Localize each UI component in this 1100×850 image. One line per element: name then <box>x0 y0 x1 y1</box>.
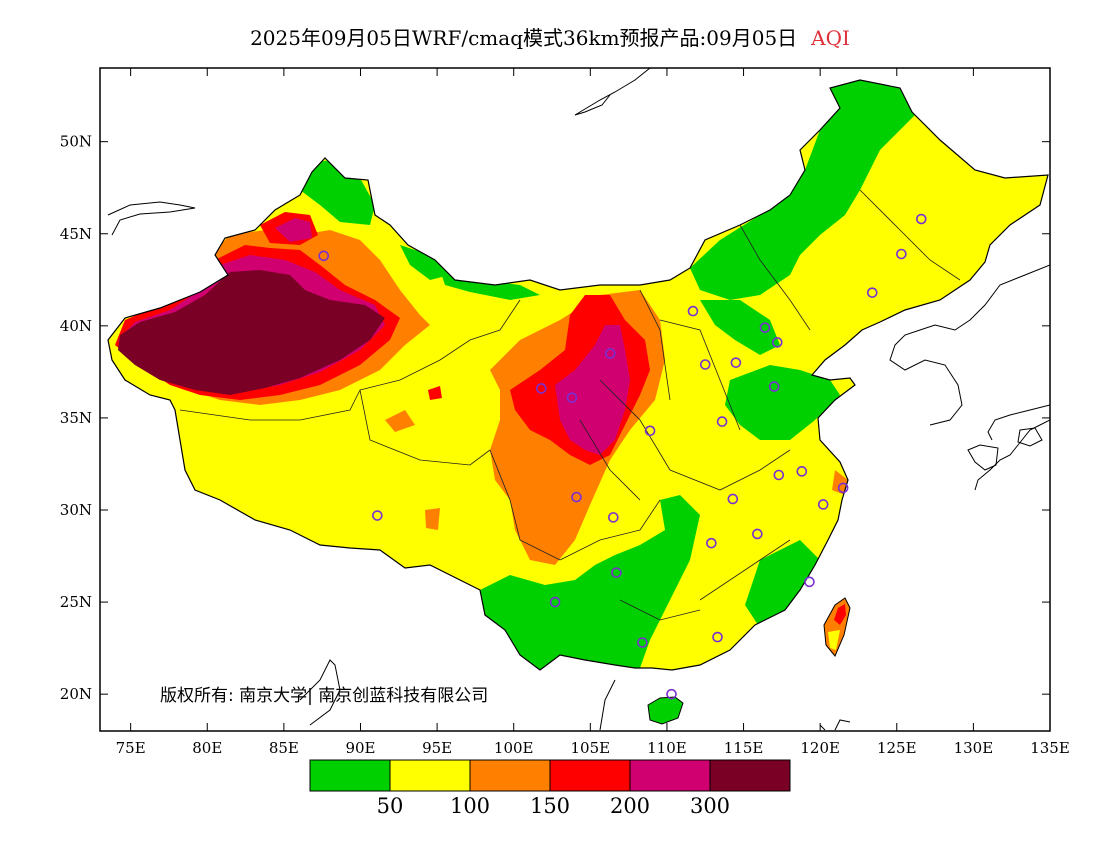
station-marker <box>759 322 771 333</box>
plot-frame <box>99 67 1051 732</box>
title-main: 2025年09月05日WRF/cmaq模式36km预报产品:09月05日 <box>250 26 798 50</box>
aqi-band-green-northeast <box>690 80 915 300</box>
aqi-legend: 50 100 150 200 300 <box>309 759 791 818</box>
legend-label: 150 <box>530 794 570 818</box>
aqi-band-green-shandong <box>725 365 840 440</box>
station-marker <box>608 512 619 523</box>
lat-tick-label: 30N <box>60 501 92 519</box>
latitude-axis: 20N 25N 30N 35N 40N 45N 50N <box>60 133 1050 703</box>
lat-tick-label: 45N <box>60 225 92 243</box>
lat-tick-label: 40N <box>60 317 92 335</box>
title-variable: AQI <box>811 26 850 50</box>
longitude-axis: 75E 80E 85E 90E 95E 100E 105E 110E 115E 120E 125E 1… <box>116 68 1070 757</box>
legend-swatch <box>309 759 391 792</box>
lon-tick-label: 130E <box>954 739 994 757</box>
aqi-band-orange-coast <box>832 470 848 495</box>
aqi-band-green-southeast <box>745 540 820 628</box>
station-marker <box>773 469 785 481</box>
legend-label: 300 <box>690 794 730 818</box>
station-marker <box>804 576 815 588</box>
legend-swatch <box>469 759 551 792</box>
neighbor-outlines <box>107 68 1050 731</box>
map-title: 2025年09月05日WRF/cmaq模式36km预报产品:09月05日 AQI <box>0 22 1100 51</box>
map-plot-area <box>100 68 1050 731</box>
copyright-text: 版权所有: 南京大学| 南京创蓝科技有限公司 <box>160 686 489 706</box>
lon-tick-label: 115E <box>724 739 764 757</box>
station-marker <box>611 567 622 578</box>
legend-label: 100 <box>450 794 490 818</box>
station-marker <box>896 248 907 260</box>
station-marker <box>727 493 739 505</box>
station-marker <box>637 637 648 648</box>
lat-tick-label: 35N <box>60 409 92 427</box>
station-marker <box>752 528 763 540</box>
station-marker <box>372 510 383 521</box>
aqi-band-green-south <box>480 495 700 670</box>
station-marker <box>817 499 829 510</box>
taiwan-south <box>828 630 840 650</box>
province-boundaries <box>179 189 961 621</box>
aqi-band-magenta-north <box>275 218 312 242</box>
station-marker <box>566 392 578 403</box>
lon-tick-label: 105E <box>571 739 611 757</box>
lat-tick-label: 50N <box>60 133 92 151</box>
station-marker <box>837 482 849 494</box>
lat-tick-label: 25N <box>60 593 92 611</box>
lon-tick-label: 135E <box>1030 739 1070 757</box>
aqi-band-green-hebei <box>700 300 780 355</box>
aqi-band-orange-patch-1 <box>385 410 415 432</box>
station-marker <box>687 305 699 317</box>
station-marker <box>771 337 783 348</box>
aqi-band-maroon-tarim <box>118 270 385 395</box>
station-marker <box>730 357 742 368</box>
lon-tick-label: 80E <box>192 739 222 757</box>
station-marker <box>535 383 547 394</box>
taiwan-inner <box>834 604 846 625</box>
lon-tick-label: 90E <box>345 739 375 757</box>
lon-tick-label: 95E <box>422 739 452 757</box>
lon-tick-label: 125E <box>877 739 917 757</box>
station-marker <box>915 213 927 225</box>
station-marker <box>644 425 656 437</box>
station-marker <box>571 491 582 503</box>
aqi-band-orange-patch-2 <box>425 508 440 530</box>
legend-swatch <box>629 759 711 792</box>
legend-label: 50 <box>377 794 404 818</box>
station-marker <box>706 537 717 549</box>
hainan-island <box>647 696 684 725</box>
station-markers <box>318 213 927 700</box>
legend-swatch <box>389 759 471 792</box>
legend-swatch <box>709 759 791 792</box>
station-marker <box>666 688 677 700</box>
station-marker <box>318 250 330 262</box>
lon-tick-label: 85E <box>269 739 299 757</box>
station-marker <box>866 287 878 298</box>
station-marker <box>716 416 728 427</box>
legend-label: 200 <box>610 794 650 818</box>
lon-tick-label: 110E <box>647 739 687 757</box>
aqi-band-red-patch <box>428 386 442 400</box>
lat-tick-label: 20N <box>60 685 92 703</box>
aqi-band-green-gansu <box>400 245 450 280</box>
station-marker <box>699 359 711 370</box>
lon-tick-label: 75E <box>116 739 146 757</box>
lon-tick-label: 120E <box>800 739 840 757</box>
station-marker <box>549 596 561 608</box>
station-marker <box>604 348 616 359</box>
station-marker <box>796 466 808 477</box>
legend-swatch <box>549 759 631 792</box>
china-border <box>107 79 1049 671</box>
station-marker <box>712 631 723 643</box>
station-marker <box>768 381 780 392</box>
lon-tick-label: 100E <box>494 739 534 757</box>
